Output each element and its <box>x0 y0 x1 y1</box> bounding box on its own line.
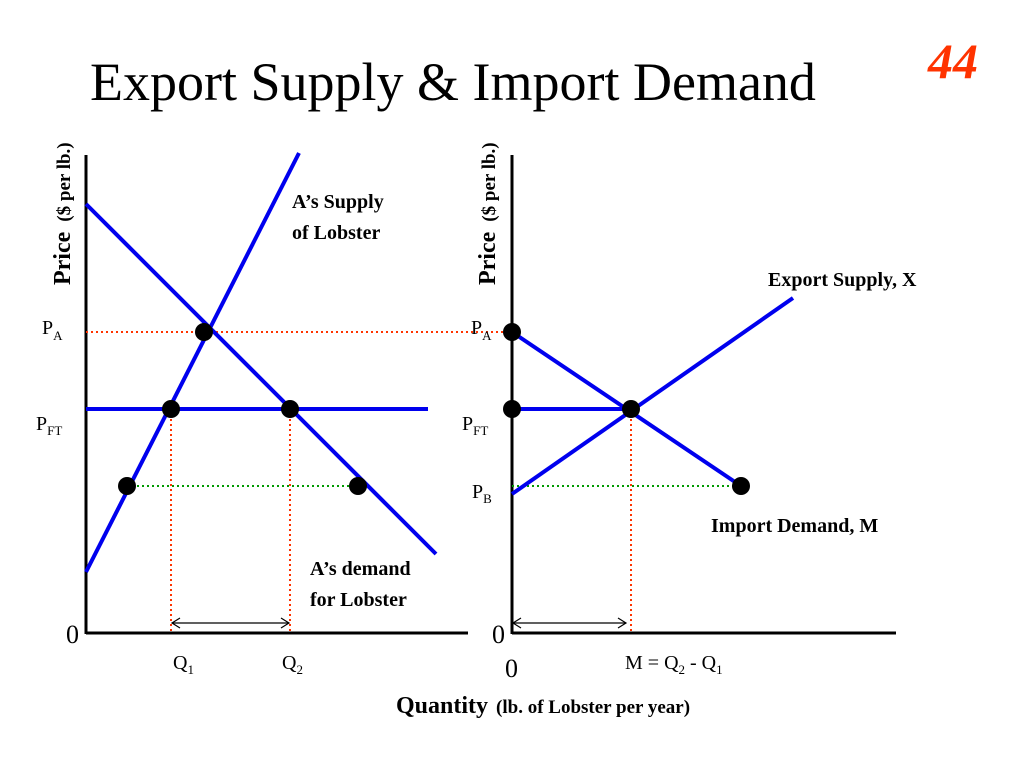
m-equation-label: M = Q2 - Q1 <box>625 652 723 677</box>
export-supply-label: Export Supply, X <box>768 269 917 291</box>
slide-title: Export Supply & Import Demand <box>90 52 816 112</box>
left-pa-label: PA <box>42 317 63 343</box>
export-supply-curve <box>510 296 795 496</box>
right-pb-label: PB <box>472 481 492 506</box>
import-demand-end-dot <box>732 477 750 495</box>
left-y-axis-label: Price ($ per lb.) <box>50 142 76 285</box>
supply-curve <box>84 152 301 573</box>
right-pft-dot <box>503 400 521 418</box>
q2-label: Q2 <box>282 652 303 677</box>
right-pft-label: PFT <box>462 413 488 438</box>
x-axis-label: Quantity (lb. of Lobster per year) <box>396 693 690 719</box>
q2-dot <box>281 400 299 418</box>
import-quantity-arrow <box>170 617 291 629</box>
supply-label-line1: A’s Supply <box>292 191 384 213</box>
right-pa-dot <box>503 323 521 341</box>
demand-curve <box>84 202 438 556</box>
import-demand-label: Import Demand, M <box>711 515 878 537</box>
left-origin-label: 0 <box>66 620 79 649</box>
supply-pb-dot <box>118 477 136 495</box>
demand-label-line1: A’s demand <box>310 558 411 580</box>
demand-pb-dot <box>349 477 367 495</box>
left-pft-label: PFT <box>36 413 62 438</box>
left-panel: Price ($ per lb.) A’s Supply of Lobster … <box>36 142 512 677</box>
right-pa-label: PA <box>471 317 492 343</box>
trade-equilibrium-dot <box>622 400 640 418</box>
demand-label-line2: for Lobster <box>310 589 407 611</box>
m-quantity-arrow <box>511 617 628 629</box>
supply-label-line2: of Lobster <box>292 222 380 244</box>
q1-dot <box>162 400 180 418</box>
right-origin-label-bottom: 0 <box>505 654 518 683</box>
autarky-equilibrium-dot <box>195 323 213 341</box>
right-origin-label-top: 0 <box>492 620 505 649</box>
q1-label: Q1 <box>173 652 194 677</box>
slide-number: 44 <box>927 33 978 89</box>
right-panel: Price ($ per lb.) Export Supply, X Impor… <box>462 142 917 683</box>
right-y-axis-label: Price ($ per lb.) <box>475 142 501 285</box>
